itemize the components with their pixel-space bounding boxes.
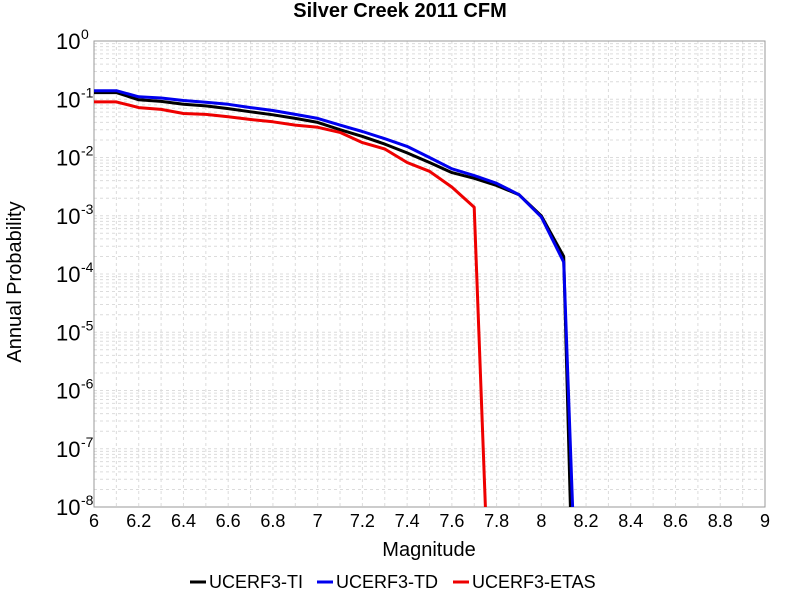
x-tick-label: 6.6 (216, 511, 241, 531)
x-tick-label: 8.8 (708, 511, 733, 531)
y-tick-base: 10 (56, 495, 80, 520)
x-tick-label: 8 (536, 511, 546, 531)
x-tick-label: 7.2 (350, 511, 375, 531)
series-line-ucerf3-td (94, 89, 575, 508)
x-tick-label: 7.4 (395, 511, 420, 531)
y-tick-exponent: -5 (81, 317, 94, 333)
y-tick-exponent: -6 (81, 376, 94, 392)
legend-item: UCERF3-TD (317, 572, 438, 592)
y-tick-exponent: -2 (81, 143, 94, 159)
y-tick-exponent: -7 (81, 434, 94, 450)
chart-title: Silver Creek 2011 CFM (293, 0, 506, 22)
series-group (94, 89, 575, 508)
y-tick-exponent: 0 (81, 26, 89, 42)
y-tick-base: 10 (56, 146, 80, 171)
x-tick-label: 7.8 (484, 511, 509, 531)
y-tick-label: 10 0 (56, 26, 89, 54)
y-tick-base: 10 (56, 262, 80, 287)
legend-label: UCERF3-TI (209, 572, 303, 592)
plot-frame (93, 40, 766, 508)
x-tick-label: 6.2 (126, 511, 151, 531)
x-tick-label: 6.8 (260, 511, 285, 531)
y-tick-exponent: -1 (81, 84, 94, 100)
y-tick-base: 10 (56, 379, 80, 404)
y-tick-label: 10 -6 (56, 376, 94, 404)
x-tick-label: 7 (313, 511, 323, 531)
series-line-ucerf3-etas (94, 100, 487, 508)
x-tick-label: 9 (760, 511, 770, 531)
y-tick-exponent: -4 (81, 259, 94, 275)
y-tick-base: 10 (56, 204, 80, 229)
y-tick-label: 10 -2 (56, 143, 94, 171)
y-tick-base: 10 (56, 87, 80, 112)
legend-item: UCERF3-ETAS (453, 572, 596, 592)
y-tick-label: 10 -4 (56, 259, 94, 287)
y-tick-label: 10 -7 (56, 434, 94, 462)
x-tick-label: 8.4 (618, 511, 643, 531)
x-tick-label: 8.2 (574, 511, 599, 531)
legend-item: UCERF3-TI (190, 572, 303, 592)
series-line-ucerf3-ti (94, 91, 572, 508)
y-tick-label: 10 -5 (56, 317, 94, 345)
y-tick-label: 10 -3 (56, 201, 94, 229)
legend-label: UCERF3-TD (336, 572, 438, 592)
y-tick-label: 10 -1 (56, 84, 94, 112)
x-tick-label: 7.6 (439, 511, 464, 531)
y-tick-exponent: -3 (81, 201, 94, 217)
y-axis-label: Annual Probability (4, 201, 26, 362)
y-tick-exponent: -8 (81, 492, 94, 508)
y-tick-label: 10 -8 (56, 492, 94, 520)
y-tick-base: 10 (56, 437, 80, 462)
x-tick-label: 8.6 (663, 511, 688, 531)
y-tick-base: 10 (56, 29, 80, 54)
x-axis-label: Magnitude (382, 539, 475, 561)
legend: UCERF3-TI UCERF3-TD UCERF3-ETAS (190, 572, 596, 592)
x-tick-label: 6 (89, 511, 99, 531)
x-tick-label: 6.4 (171, 511, 196, 531)
x-axis-ticks: 6 6.2 6.4 6.6 6.8 7 7.2 7.4 7.6 7.8 8 8.2 8.4 8.6 8.8 9 (89, 511, 770, 531)
y-tick-base: 10 (56, 320, 80, 345)
grid (93, 41, 766, 508)
legend-label: UCERF3-ETAS (472, 572, 596, 592)
